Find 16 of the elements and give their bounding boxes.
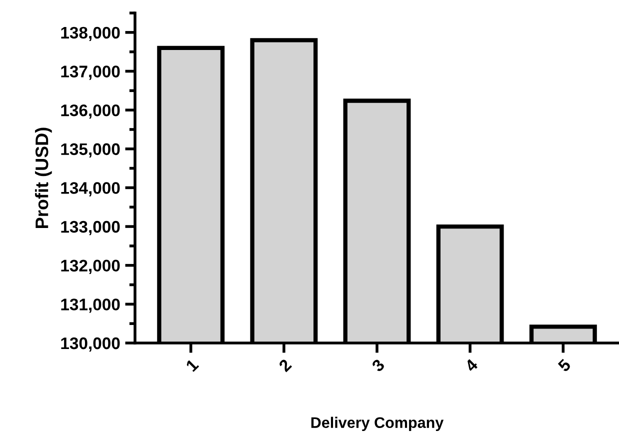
x-tick-label: 2	[278, 358, 292, 372]
y-tick-label: 131,000	[61, 298, 120, 313]
y-tick-label: 130,000	[61, 337, 120, 352]
x-tick-label: 4	[464, 358, 479, 372]
y-axis-title: Profit (USD)	[35, 128, 52, 228]
y-tick-label: 132,000	[61, 260, 120, 274]
y-tick-label: 137,000	[61, 66, 120, 80]
y-tick-label: 134,000	[61, 182, 120, 196]
x-tick-label: 1	[185, 358, 200, 372]
x-axis-title: Delivery Company	[311, 416, 444, 432]
x-tick-label: 3	[371, 358, 386, 373]
y-tick-label: 136,000	[61, 104, 120, 119]
y-tick-label: 133,000	[61, 220, 120, 236]
y-tick-label: 135,000	[61, 143, 120, 158]
x-tick-label: 5	[557, 358, 572, 372]
y-tick-label: 138,000	[61, 26, 120, 42]
